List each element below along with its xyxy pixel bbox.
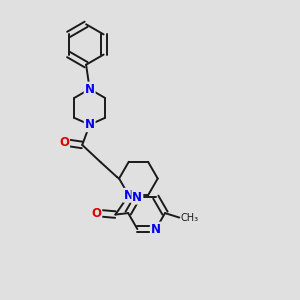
Text: N: N bbox=[132, 190, 142, 204]
Text: N: N bbox=[85, 118, 95, 131]
Text: O: O bbox=[92, 207, 101, 220]
Text: N: N bbox=[85, 82, 95, 96]
Text: O: O bbox=[59, 136, 69, 149]
Text: N: N bbox=[151, 223, 161, 236]
Text: CH₃: CH₃ bbox=[180, 213, 198, 223]
Text: N: N bbox=[124, 189, 134, 202]
